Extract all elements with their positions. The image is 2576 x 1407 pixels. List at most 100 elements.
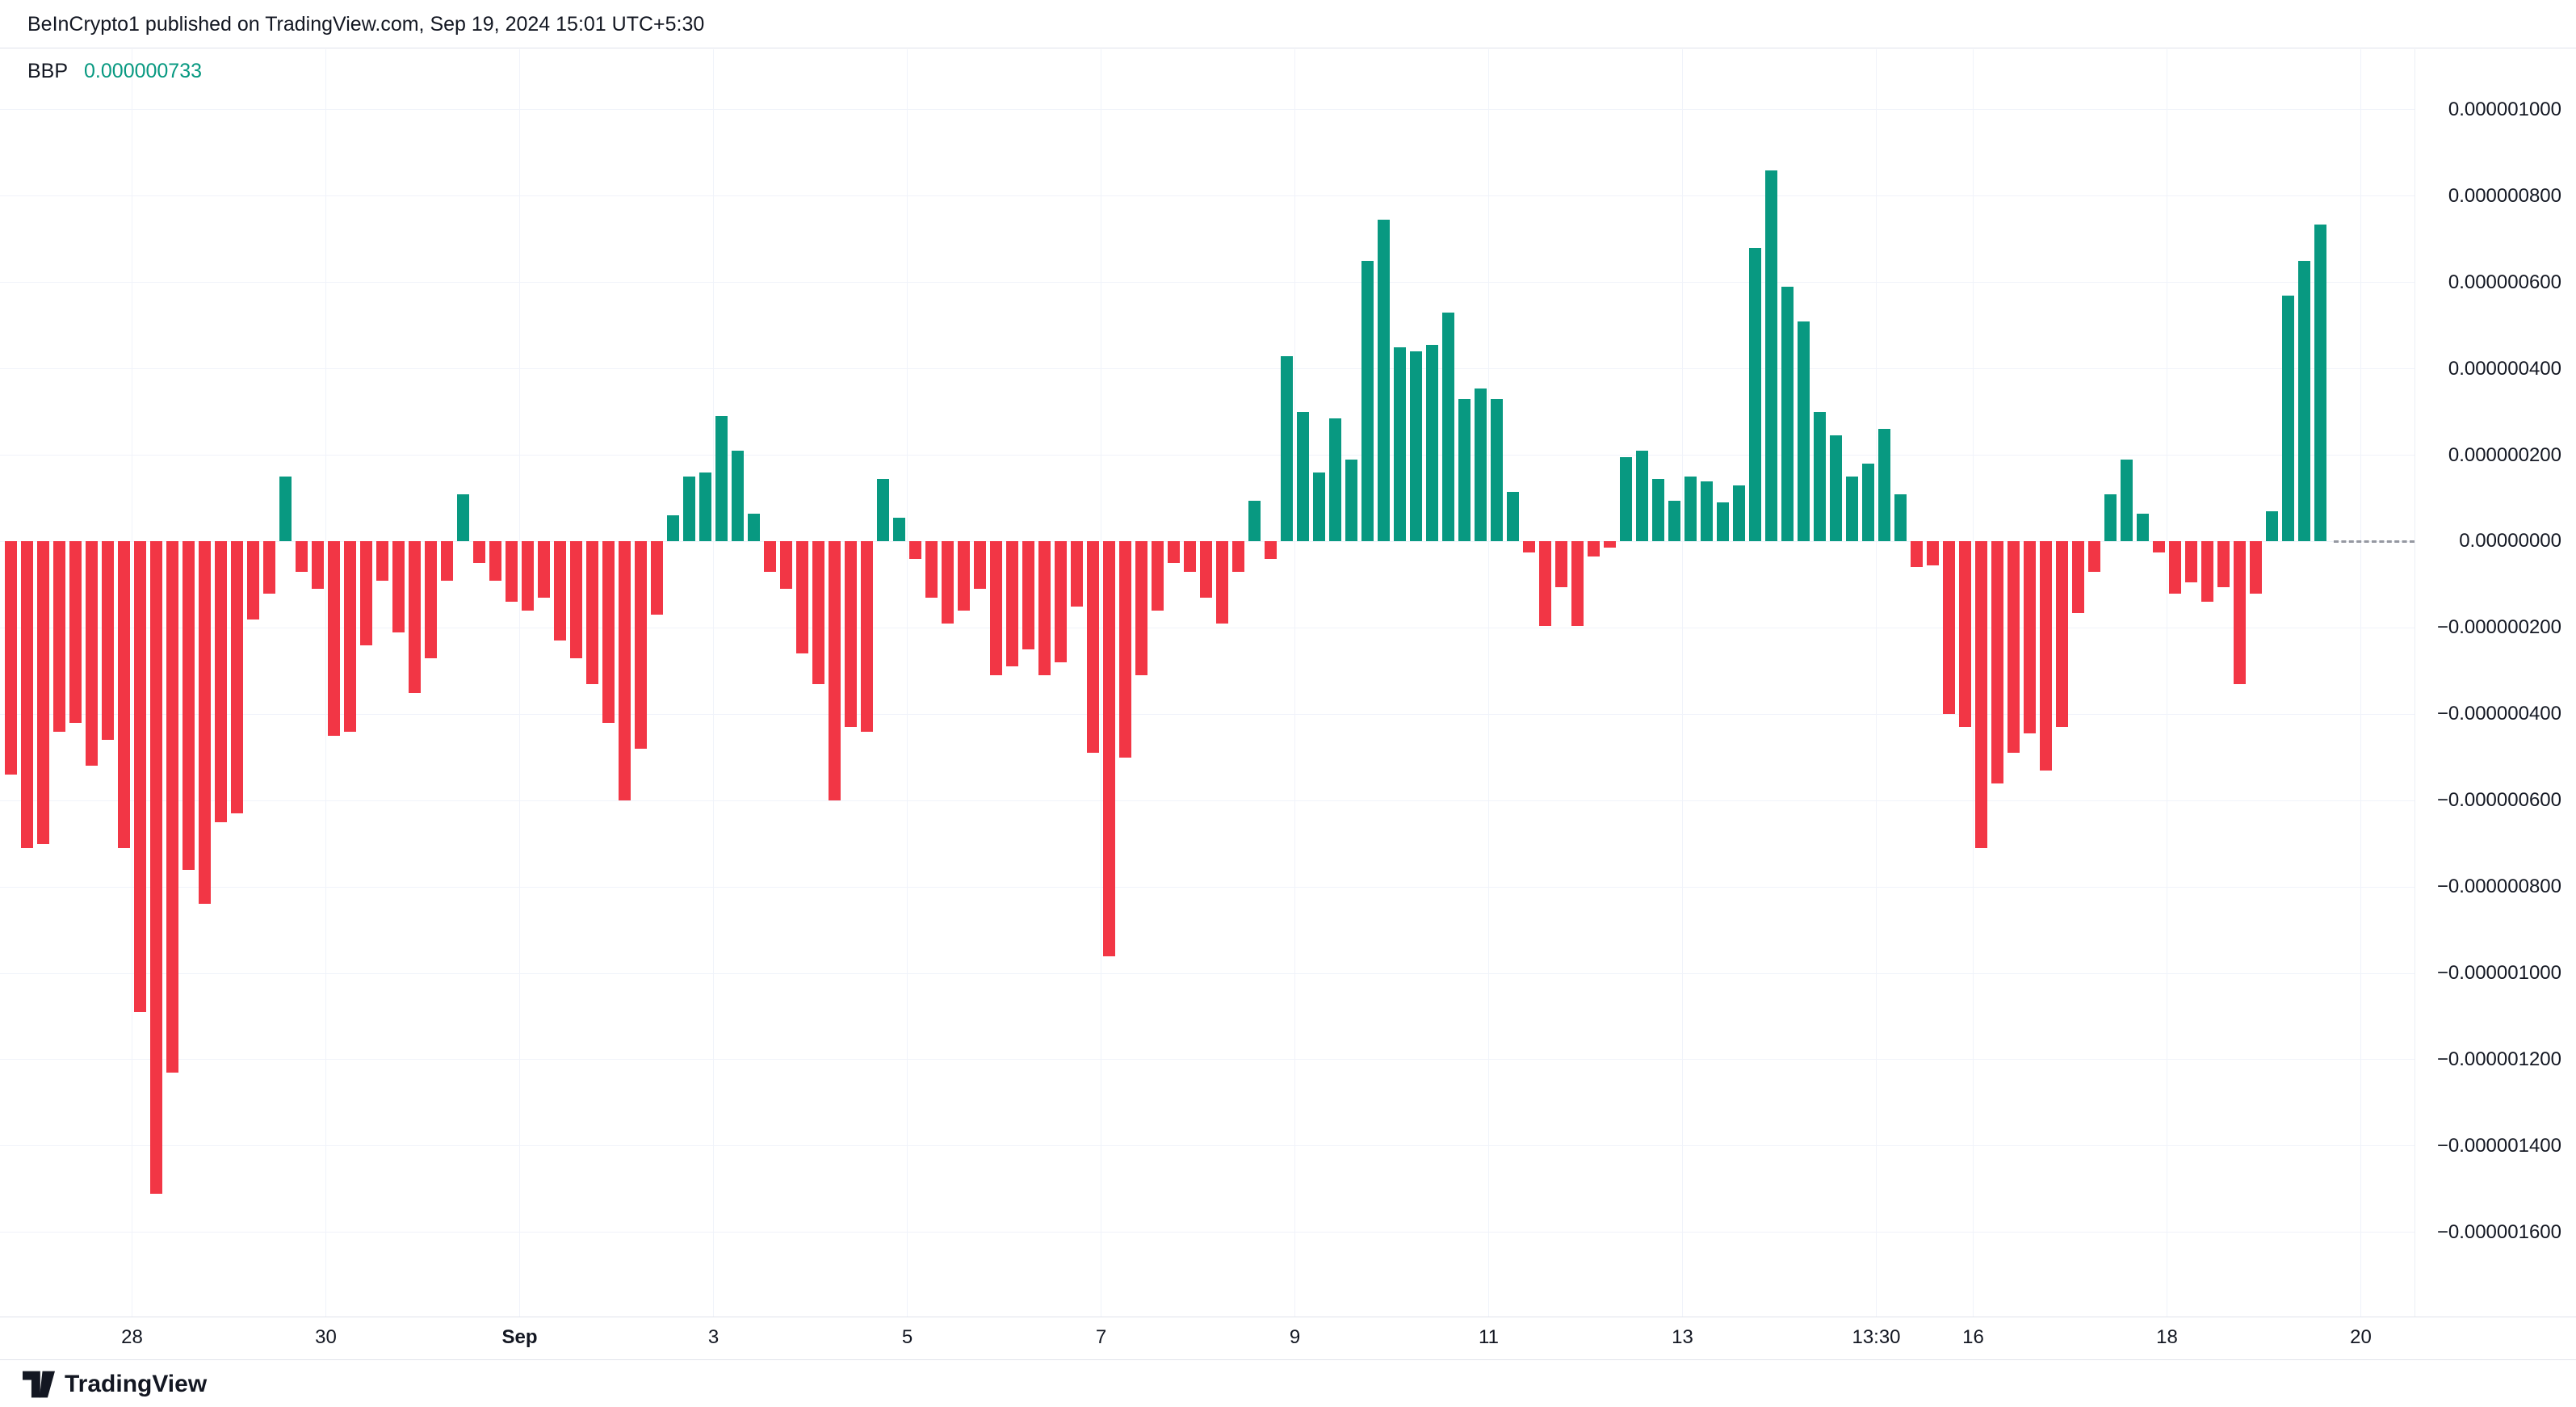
- histogram-bar: [1442, 313, 1454, 542]
- histogram-bar: [344, 541, 356, 732]
- histogram-bar: [1345, 459, 1357, 542]
- histogram-bar: [990, 541, 1002, 676]
- histogram-bar: [1975, 541, 1987, 848]
- histogram-bar: [748, 513, 760, 542]
- last-value-dashed-line: [2334, 540, 2414, 544]
- histogram-bar: [829, 541, 841, 801]
- histogram-bar: [2072, 541, 2084, 613]
- histogram-bar: [5, 541, 17, 775]
- histogram-bar: [37, 541, 49, 844]
- indicator-legend[interactable]: BBP 0.000000733: [27, 60, 202, 83]
- tradingview-logo-icon: [23, 1371, 55, 1398]
- time-axis-label: 16: [1962, 1326, 1984, 1348]
- time-axis-label: 28: [121, 1326, 143, 1348]
- header-bar: BeInCrypto1 published on TradingView.com…: [0, 0, 2576, 48]
- histogram-bar: [1394, 346, 1406, 542]
- histogram-bar: [21, 541, 33, 848]
- time-axis-label: 30: [315, 1326, 337, 1348]
- price-axis[interactable]: 0.000001000 0.000000800 0.000000600 0.00000…: [2414, 0, 2576, 1317]
- time-axis-label: 20: [2350, 1326, 2372, 1348]
- histogram-bar: [457, 494, 469, 542]
- histogram-bar: [2266, 511, 2278, 542]
- histogram-bar: [2040, 541, 2052, 771]
- gridline-vertical: [2360, 49, 2361, 1317]
- histogram-bar: [715, 416, 728, 542]
- time-axis-label: 11: [1479, 1326, 1499, 1348]
- histogram-bar: [1620, 457, 1632, 542]
- tradingview-brand-link[interactable]: TradingView: [23, 1371, 207, 1398]
- histogram-bar: [1733, 485, 1745, 542]
- price-axis-label: 0.000001000: [2448, 98, 2561, 120]
- histogram-bar: [409, 541, 421, 693]
- histogram-bar: [231, 541, 243, 814]
- histogram-bar: [1378, 220, 1390, 542]
- histogram-bar: [2234, 541, 2246, 684]
- histogram-bar: [53, 541, 65, 732]
- histogram-bar: [150, 541, 162, 1194]
- price-axis-label: −0.000001200: [2436, 1048, 2561, 1070]
- histogram-bar: [1071, 541, 1083, 607]
- histogram-bar: [1426, 345, 1438, 542]
- gridline-horizontal: [0, 886, 2414, 888]
- time-axis[interactable]: 28 30 Sep 3 5 7 9 11 13 13:30 16 18 20: [0, 1317, 2414, 1358]
- time-axis-label: 13: [1672, 1326, 1693, 1348]
- histogram-bar: [1475, 388, 1487, 542]
- histogram-bar: [538, 541, 550, 598]
- histogram-bar: [247, 541, 259, 620]
- gridline-vertical: [1876, 49, 1877, 1317]
- price-axis-label: −0.000000800: [2436, 876, 2561, 898]
- histogram-bar: [1555, 541, 1567, 587]
- histogram-bar: [1410, 351, 1422, 542]
- histogram-bar: [1006, 541, 1018, 667]
- histogram-bar: [1878, 429, 1890, 542]
- gridline-horizontal: [0, 1059, 2414, 1060]
- time-axis-label: 18: [2156, 1326, 2178, 1348]
- histogram-bar: [1038, 541, 1051, 676]
- histogram-bar: [1862, 464, 1874, 542]
- price-axis-label: 0.000000800: [2448, 184, 2561, 207]
- gridline-vertical: [325, 49, 326, 1317]
- histogram-bar: [812, 541, 824, 684]
- histogram-bar: [1184, 541, 1196, 572]
- histogram-bar: [1943, 541, 1955, 715]
- histogram-bar: [1571, 541, 1584, 626]
- histogram-bar: [1588, 541, 1600, 557]
- histogram-bar: [1022, 541, 1034, 650]
- gridline-vertical: [1488, 49, 1489, 1317]
- histogram-bar: [296, 541, 308, 572]
- histogram-bar: [2169, 541, 2181, 594]
- histogram-bar: [942, 541, 954, 624]
- histogram-bar: [2056, 541, 2068, 728]
- histogram-bar: [958, 541, 970, 611]
- histogram-bar: [893, 518, 905, 542]
- histogram-bar: [360, 541, 372, 645]
- gridline-horizontal: [0, 109, 2414, 111]
- indicator-value-label: 0.000000733: [84, 60, 203, 82]
- histogram-bar: [2008, 541, 2020, 754]
- gridline-vertical: [713, 49, 714, 1317]
- histogram-bar: [1216, 541, 1228, 624]
- histogram-bar: [1765, 170, 1777, 542]
- histogram-bar: [2104, 494, 2117, 542]
- histogram-bar: [1297, 412, 1309, 542]
- histogram-bar: [312, 541, 324, 590]
- gridline-horizontal: [0, 1232, 2414, 1233]
- price-axis-label: −0.000000600: [2436, 789, 2561, 812]
- histogram-bar: [1668, 500, 1680, 542]
- histogram-bar: [1248, 500, 1261, 542]
- price-axis-label: −0.000000400: [2436, 703, 2561, 725]
- time-axis-label: 9: [1289, 1326, 1301, 1348]
- histogram-bar: [1281, 355, 1293, 542]
- histogram-bar: [2137, 513, 2149, 542]
- histogram-bar: [2201, 541, 2213, 603]
- histogram-bar: [683, 477, 695, 542]
- histogram-bar: [1265, 541, 1277, 559]
- gridline-vertical: [1973, 49, 1974, 1317]
- histogram-bar: [392, 541, 405, 632]
- histogram-bar: [2185, 541, 2197, 583]
- histogram-bar: [134, 541, 146, 1013]
- histogram-bar: [1991, 541, 2003, 783]
- histogram-bar: [1814, 412, 1826, 542]
- bbp-histogram-chart[interactable]: [0, 0, 2414, 1317]
- histogram-bar: [166, 541, 178, 1073]
